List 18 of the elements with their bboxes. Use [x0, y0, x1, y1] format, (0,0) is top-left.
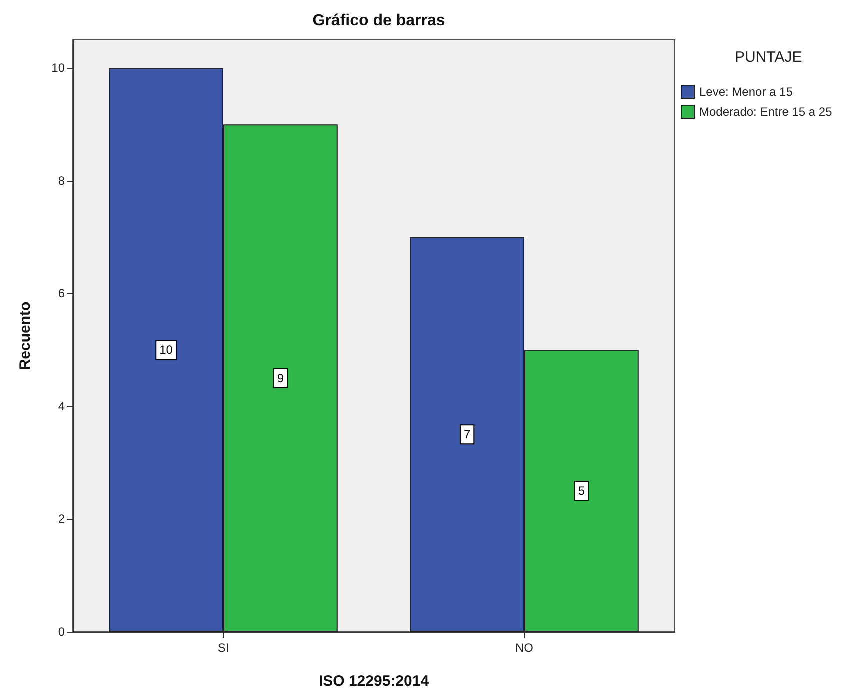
legend-label: Moderado: Entre 15 a 25 [700, 105, 833, 119]
x-axis-title: ISO 12295:2014 [318, 673, 430, 690]
y-tick-label: 10 [52, 61, 66, 76]
y-tick-label: 4 [58, 399, 66, 414]
data-label: 7 [464, 428, 471, 442]
y-tick-label: 0 [58, 625, 66, 639]
data-label: 9 [277, 371, 284, 386]
y-tick-label: 8 [58, 174, 66, 188]
y-tick-label: 2 [58, 512, 66, 526]
y-axis-title: Recuento [17, 302, 34, 370]
legend-title: PUNTAJE [735, 49, 802, 66]
y-tick-label: 6 [58, 286, 66, 301]
x-tick-label: NO [516, 641, 534, 655]
legend-label: Leve: Menor a 15 [700, 85, 794, 99]
chart-title: Gráfico de barras [312, 12, 446, 30]
x-tick-label: SI [218, 641, 230, 655]
data-label: 10 [160, 343, 174, 358]
data-label: 5 [578, 484, 586, 498]
